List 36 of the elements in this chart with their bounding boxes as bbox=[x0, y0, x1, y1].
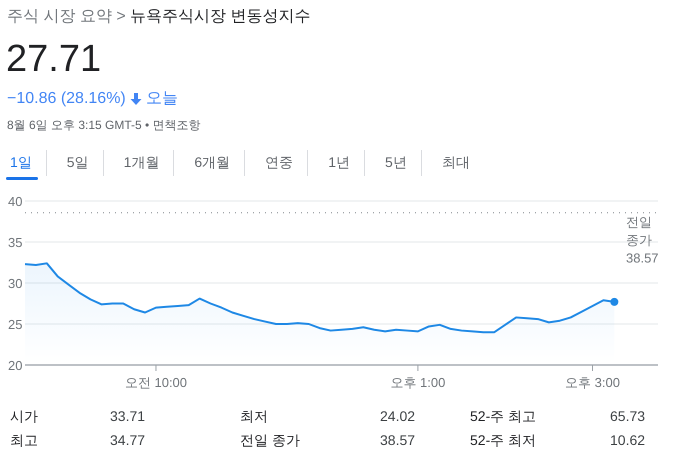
text: 27.71 bbox=[6, 38, 102, 81]
x-tick-label: 오후 1:00 bbox=[390, 375, 446, 390]
text: 34.77 bbox=[110, 432, 146, 450]
text: 10.62 bbox=[610, 432, 646, 450]
text: 오늘 bbox=[146, 89, 178, 109]
text: 8월 6일 오후 3:15 GMT-5 • 면책조항 bbox=[7, 117, 201, 134]
annotation: 38.57 bbox=[626, 250, 659, 266]
y-tick-label: 40 bbox=[8, 194, 22, 209]
ref-line-label: 전일 종가 bbox=[626, 214, 652, 248]
y-tick-label: 35 bbox=[8, 235, 22, 250]
chart-title: 뉴욕주식시장 변동성지수 bbox=[130, 8, 311, 25]
text: 전일 종가 bbox=[240, 432, 301, 450]
text: 주식 시장 요약 > bbox=[7, 8, 127, 25]
text: 24.02 bbox=[380, 408, 416, 426]
x-tick-label: 오후 3:00 bbox=[565, 375, 620, 390]
text: 1년 bbox=[318, 150, 365, 176]
text: −10.86 (28.16%) bbox=[7, 90, 126, 108]
text: 연중 bbox=[255, 150, 308, 176]
text: 52-주 최고 bbox=[470, 408, 538, 426]
y-tick-label: 25 bbox=[8, 317, 22, 332]
text: 65.73 bbox=[610, 408, 646, 426]
text: 시가 bbox=[10, 408, 39, 426]
x-tick-label: 오전 10:00 bbox=[124, 375, 188, 390]
text: 최고 bbox=[10, 432, 39, 450]
text: 5일 bbox=[56, 150, 104, 176]
text: 최저 bbox=[240, 408, 269, 426]
text: 5년 bbox=[374, 150, 422, 176]
text: 6개월 bbox=[184, 150, 246, 176]
text: 33.71 bbox=[110, 408, 146, 426]
text: 1개월 bbox=[114, 150, 174, 176]
text: 1일 bbox=[0, 150, 47, 176]
text: 38.57 bbox=[380, 432, 416, 448]
y-tick-label: 30 bbox=[8, 276, 22, 291]
text: 52-주 최저 bbox=[470, 432, 538, 450]
text: 최대 bbox=[440, 153, 471, 172]
y-tick-label: 20 bbox=[8, 358, 22, 373]
